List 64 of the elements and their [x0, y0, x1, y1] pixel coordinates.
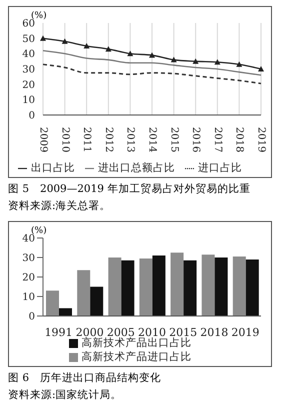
x-tick-label: 2014 [146, 127, 158, 152]
legend-label: 进出口总额占比 [98, 162, 175, 174]
point [258, 66, 264, 72]
x-tick-label: 2010 [59, 127, 70, 152]
bar [232, 256, 246, 316]
bar [108, 258, 122, 316]
bar [139, 258, 152, 316]
point [127, 50, 134, 56]
x-tick-label: 2012 [102, 127, 114, 152]
x-tick-label: 2009 [38, 127, 48, 152]
point [214, 59, 220, 65]
caption: 图 5 2009—2019 年加工贸易占对外贸易的比重 [8, 182, 252, 197]
bar [90, 286, 104, 316]
point [170, 56, 177, 62]
bar [214, 258, 228, 316]
point [84, 43, 90, 48]
y-tick-label: 30 [22, 253, 35, 264]
point [62, 38, 68, 44]
x-tick-label: 2018 [200, 326, 228, 339]
y-tick-label: 30 [22, 64, 35, 76]
x-tick-label: 2016 [190, 127, 202, 152]
bar [152, 256, 166, 316]
y-tick-label: 20 [22, 272, 35, 284]
x-tick-label: 2019 [256, 127, 266, 152]
legend-label: 高新技术产品进口占比 [82, 351, 192, 363]
x-tick-label: 2013 [124, 127, 136, 152]
y-axis-title: (%) [31, 11, 47, 21]
x-tick-label: 2019 [231, 326, 260, 339]
line-series [42, 64, 262, 84]
y-tick-label: 0 [28, 110, 35, 122]
legend-label: 出口占比 [31, 162, 75, 174]
y-tick-label: 40 [22, 49, 35, 60]
y-tick-label: 20 [22, 80, 35, 91]
point [40, 35, 46, 41]
bar [202, 254, 215, 316]
text: 资料来源:海关总署。 [8, 199, 112, 214]
bar [121, 260, 134, 316]
bar [59, 308, 72, 316]
legend-label: 高新技术产品出口占比 [82, 337, 192, 349]
line-series [42, 50, 262, 76]
x-tick-label: 2011 [81, 127, 92, 152]
y-tick-label: 50 [22, 34, 35, 45]
y-tick-label: 40 [22, 234, 35, 245]
y-tick-label: 10 [22, 95, 35, 106]
bar [77, 270, 90, 316]
x-tick-label: 2015 [168, 127, 180, 152]
point [192, 58, 199, 64]
y-tick-label: 0 [28, 312, 35, 323]
bar [246, 259, 259, 316]
x-tick-label: 2017 [212, 127, 223, 152]
y-axis-title: (%) [31, 226, 47, 236]
bar [170, 252, 184, 316]
legend-label: 进口占比 [198, 162, 242, 174]
text: 资料来源:国家统计局。 [8, 388, 123, 403]
caption: 图 6 历年进出口商品结构变化 [8, 371, 162, 386]
bar [184, 260, 197, 316]
x-tick-label: 2018 [234, 127, 245, 152]
point [105, 46, 112, 52]
y-tick-label: 10 [22, 292, 35, 304]
bar [46, 290, 59, 316]
point [236, 61, 242, 67]
point [149, 52, 155, 58]
y-tick-label: 60 [22, 18, 35, 30]
x-tick-label: 1991 [44, 326, 73, 339]
